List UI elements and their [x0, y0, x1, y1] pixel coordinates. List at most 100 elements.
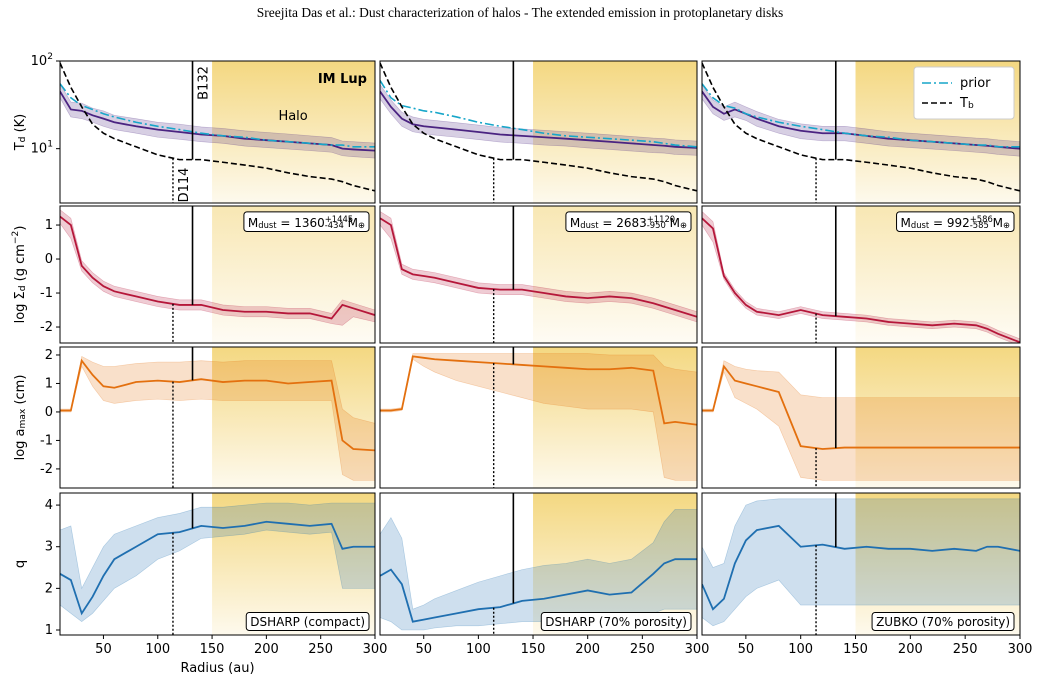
axes-frame — [59, 60, 376, 204]
x-tick-label: 50 — [95, 642, 112, 657]
note-box — [565, 211, 692, 232]
y-tick-label: 102 — [31, 52, 53, 68]
axes-frame — [701, 60, 1021, 204]
note: DSHARP (70% porosity) — [545, 615, 687, 629]
y-axis-label: Td (K) — [13, 114, 28, 152]
uncertainty-band — [702, 360, 1020, 481]
x-tick-label: 150 — [521, 642, 546, 657]
x-tick-label: 150 — [843, 642, 868, 657]
y-axis-label: q — [13, 560, 28, 568]
y-tick-label: 2 — [45, 347, 53, 362]
uncertainty-band — [60, 83, 375, 159]
panel: -2 -1 0 1 2 log amax (cm) — [13, 346, 376, 489]
median-line — [380, 80, 697, 148]
panel: Mdust = 2683+1120 -950 M⊕ — [379, 205, 698, 344]
x-tick-label: 100 — [466, 642, 491, 657]
median-line — [380, 558, 697, 623]
plot-area — [380, 61, 697, 203]
series-line — [702, 62, 1020, 192]
x-tick-label: 250 — [308, 642, 333, 657]
median-line — [60, 62, 375, 192]
median-line — [60, 358, 375, 452]
y-tick-label: 1 — [45, 218, 53, 233]
x-tick-label: 250 — [630, 642, 655, 657]
median-line — [702, 364, 1020, 450]
note-box — [871, 612, 1015, 631]
axes-frame — [59, 346, 376, 489]
uncertainty-band — [380, 508, 697, 631]
y-tick-label: 4 — [45, 498, 53, 513]
uncertainty-band — [380, 211, 697, 323]
median-line — [380, 355, 697, 426]
panel: 50 100 150 200 250 300 ZUBKO (70% porosity) — [701, 492, 1032, 657]
x-tick-label: 200 — [254, 642, 279, 657]
plot-area — [60, 493, 375, 635]
uncertainty-band — [380, 353, 697, 481]
panel: -2 -1 0 1 log Σd (g cm−2) Mdust = 1360+1445 -4… — [11, 205, 376, 344]
median-line — [380, 217, 697, 318]
halo-region — [212, 347, 375, 488]
plot-area — [380, 347, 697, 488]
halo-region — [855, 347, 1020, 488]
median-line — [702, 524, 1020, 611]
median-line — [380, 90, 697, 149]
panel: 1 2 3 4 q 50 100 150 200 250 300 Radius (au) DSHARP … — [13, 492, 388, 676]
x-tick-label: 300 — [363, 642, 388, 657]
uncertainty-band — [702, 83, 1020, 157]
y-tick-label: -1 — [40, 433, 53, 448]
panel — [379, 60, 698, 204]
y-tick-label: 0 — [45, 404, 53, 419]
legend-box — [913, 66, 1015, 120]
note-box — [540, 612, 692, 631]
axes-frame — [701, 492, 1021, 636]
ring-label: B132 — [196, 66, 211, 100]
halo-region — [533, 347, 697, 488]
legend-label: Tb — [959, 96, 974, 111]
note: DSHARP (compact) — [250, 615, 365, 629]
uncertainty-band — [380, 83, 697, 156]
plot-area — [380, 493, 697, 635]
y-tick-label: 3 — [45, 539, 53, 554]
series-line — [702, 83, 1020, 148]
plot-area — [60, 206, 375, 343]
y-tick-label: -2 — [40, 320, 53, 335]
x-axis-label: Radius (au) — [180, 661, 254, 676]
y-tick-label: -1 — [40, 286, 53, 301]
note-box — [245, 612, 370, 631]
y-tick-label: 1 — [45, 376, 53, 391]
y-tick-label: 0 — [45, 252, 53, 267]
panel — [701, 346, 1021, 489]
halo-region — [533, 61, 697, 203]
median-line — [60, 520, 375, 616]
halo-region — [855, 493, 1020, 635]
note: ZUBKO (70% porosity) — [876, 615, 1010, 629]
x-tick-label: 250 — [953, 642, 978, 657]
plot-area — [702, 493, 1020, 635]
axes-frame — [379, 60, 698, 204]
x-tick-label: 100 — [145, 642, 170, 657]
legend-label: prior — [960, 76, 991, 91]
median-line — [702, 217, 1020, 343]
panel-title: IM Lup — [318, 72, 367, 87]
median-line — [60, 215, 375, 320]
median-line — [380, 62, 697, 192]
y-tick-label: 1 — [45, 623, 53, 638]
halo-region — [212, 493, 375, 635]
panel: B132 D114 101 102 Td (K) IM Lup Halo — [13, 52, 376, 204]
x-tick-label: 50 — [415, 642, 432, 657]
y-tick-label: 101 — [31, 140, 53, 156]
x-tick-label: 200 — [898, 642, 923, 657]
axes-frame — [379, 346, 698, 489]
panel: prior Tb — [701, 60, 1021, 204]
x-tick-label: 200 — [575, 642, 600, 657]
ring-label: D114 — [176, 168, 191, 203]
page-header: Sreejita Das et al.: Dust characterizati… — [257, 5, 783, 20]
x-tick-label: 50 — [738, 642, 755, 657]
plot-area — [60, 347, 375, 488]
note: Mdust = 2683+1120 -950 M⊕ — [570, 214, 687, 230]
x-tick-label: 300 — [685, 642, 710, 657]
uncertainty-band — [702, 498, 1020, 627]
axes-frame — [379, 205, 698, 344]
plot-area — [60, 61, 375, 203]
panel: Mdust = 992+586 -585 M⊕ — [701, 205, 1021, 344]
